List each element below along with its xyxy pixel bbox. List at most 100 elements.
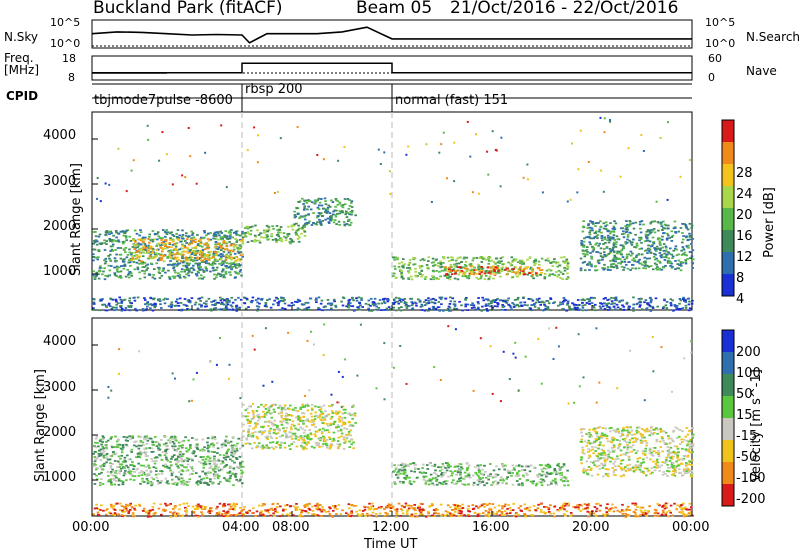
echo-cell-0: [232, 467, 236, 470]
echo-cell-7: [477, 297, 480, 299]
echo-cell-1: [284, 415, 288, 418]
echo-cell-2: [279, 226, 283, 228]
echo-cell-3: [604, 468, 608, 470]
echo-cell-7: [387, 298, 390, 301]
echo-cell-7: [246, 298, 249, 301]
echo-cell-6: [676, 263, 679, 265]
echo-cell-7: [429, 298, 433, 301]
echo-cell-0: [150, 447, 154, 450]
echo-cell-0: [119, 457, 122, 460]
echo-cell-7: [404, 302, 408, 304]
echo-cell-3: [301, 197, 304, 200]
echo-cell-0: [170, 231, 173, 234]
echo-cell-2: [413, 467, 417, 469]
echo-cell-2: [452, 479, 455, 482]
echo-cell-4: [522, 262, 525, 265]
echo-cell-2: [531, 482, 535, 485]
echo-cell-0: [149, 481, 153, 483]
echo-cell-6: [614, 243, 618, 246]
echo-cell-6: [635, 242, 639, 245]
echo-cell-6: [583, 237, 586, 240]
echo-cell-3: [354, 214, 357, 217]
echo-cell-4: [439, 263, 443, 266]
echo-cell-7: [105, 306, 108, 308]
echo-cell-6: [598, 259, 601, 262]
echo-cell-3: [334, 215, 338, 218]
echo-cell-0: [204, 266, 207, 269]
echo-cell-7: [124, 307, 128, 309]
echo-cell-6: [625, 257, 629, 260]
echo-cell-2: [539, 478, 543, 480]
echo-cell-2: [483, 464, 486, 467]
echo-cell-7: [591, 296, 595, 299]
echo-cell-0: [121, 448, 124, 451]
echo-cell-6: [593, 236, 597, 238]
echo-cell-6: [690, 243, 693, 245]
echo-cell-2: [260, 236, 263, 239]
echo-cell-4: [467, 277, 471, 280]
echo-cell-7: [114, 299, 118, 301]
echo-cell-7: [341, 304, 345, 307]
echo-cell-7: [212, 307, 216, 310]
echo-cell-6: [587, 223, 590, 225]
echo-cell-5: [454, 272, 457, 275]
echo-cell-0: [197, 271, 200, 274]
echo-cell-3: [650, 467, 654, 470]
echo-cell-7: [453, 307, 456, 310]
echo-cell-7: [529, 307, 533, 310]
isolated-echo: [108, 183, 111, 186]
echo-cell-1: [331, 440, 334, 443]
echo-cell-3: [307, 205, 310, 208]
echo-cell-7: [590, 302, 594, 304]
echo-cell-0: [129, 265, 132, 267]
echo-cell-0: [193, 259, 196, 262]
echo-cell-6: [652, 228, 656, 230]
echo-cell-0: [103, 259, 106, 262]
echo-cell-4: [564, 261, 568, 263]
echo-cell-2: [296, 234, 300, 237]
echo-cell-6: [668, 262, 671, 264]
echo-cell-4: [396, 256, 399, 259]
echo-cell-1: [186, 259, 189, 262]
echo-cell-0: [105, 230, 109, 232]
echo-cell-3: [328, 212, 332, 214]
echo-cell-0: [94, 231, 97, 233]
echo-cell-0: [229, 466, 233, 468]
echo-cell-1: [280, 421, 284, 424]
echo-cell-6: [599, 255, 603, 257]
echo-cell-7: [277, 304, 280, 307]
echo-cell-1: [248, 405, 251, 408]
echo-cell-0: [219, 480, 222, 483]
echo-cell-0: [110, 455, 114, 457]
echo-cell-0: [93, 483, 97, 485]
echo-cell-7: [615, 303, 619, 306]
echo-cell-6: [620, 265, 624, 268]
echo-cell-7: [342, 297, 346, 300]
echo-cell-6: [605, 245, 609, 248]
echo-cell-0: [129, 470, 133, 473]
echo-cell-2: [428, 478, 432, 481]
echo-cell-0: [178, 248, 181, 251]
echo-cell-7: [309, 297, 313, 300]
echo-cell-4: [402, 258, 405, 260]
isolated-echo: [566, 200, 569, 203]
echo-cell-0: [99, 481, 102, 484]
echo-cell-6: [641, 263, 644, 266]
echo-cell-0: [115, 446, 118, 449]
echo-cell-0: [165, 452, 168, 454]
echo-cell-6: [606, 234, 610, 237]
echo-cell-1: [176, 251, 179, 254]
echo-cell-2: [275, 239, 278, 242]
echo-cell-4: [394, 277, 398, 279]
echo-cell-0: [157, 268, 161, 271]
echo-cell-0: [124, 473, 127, 476]
echo-cell-1: [319, 439, 322, 442]
echo-cell-1: [344, 411, 347, 414]
echo-cell-3: [350, 200, 354, 203]
echo-cell-0: [108, 269, 112, 272]
echo-cell-7: [614, 308, 617, 311]
echo-cell-1: [319, 408, 323, 411]
echo-cell-0: [192, 450, 196, 453]
echo-cell-0: [93, 456, 97, 458]
echo-cell-7: [400, 306, 403, 308]
